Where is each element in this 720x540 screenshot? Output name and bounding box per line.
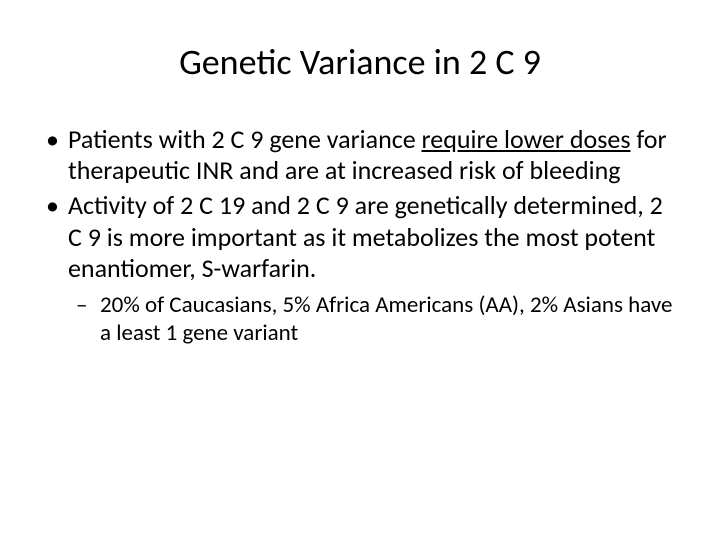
bullet-1-pre: Patients with 2 C 9 gene variance xyxy=(68,123,422,155)
bullet-1-underlined: require lower doses xyxy=(422,123,631,155)
sub-bullet-item-1: 20% of Caucasians, 5% Africa Americans (… xyxy=(40,292,680,347)
bullet-list: Patients with 2 C 9 gene variance requir… xyxy=(40,124,680,347)
bullet-item-1: Patients with 2 C 9 gene variance requir… xyxy=(40,124,680,186)
sub-bullet-1-text: 20% of Caucasians, 5% Africa Americans (… xyxy=(100,291,672,347)
slide-title: Genetic Variance in 2 C 9 xyxy=(40,40,680,84)
bullet-item-2: Activity of 2 C 19 and 2 C 9 are genetic… xyxy=(40,190,680,284)
bullet-2-text: Activity of 2 C 19 and 2 C 9 are genetic… xyxy=(68,189,663,283)
